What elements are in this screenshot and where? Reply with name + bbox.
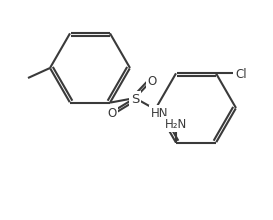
Text: S: S [131,93,139,106]
Text: H₂N: H₂N [165,118,187,131]
Text: Cl: Cl [235,68,247,81]
Text: HN: HN [151,107,169,120]
Text: O: O [107,107,117,120]
Text: O: O [147,75,157,88]
